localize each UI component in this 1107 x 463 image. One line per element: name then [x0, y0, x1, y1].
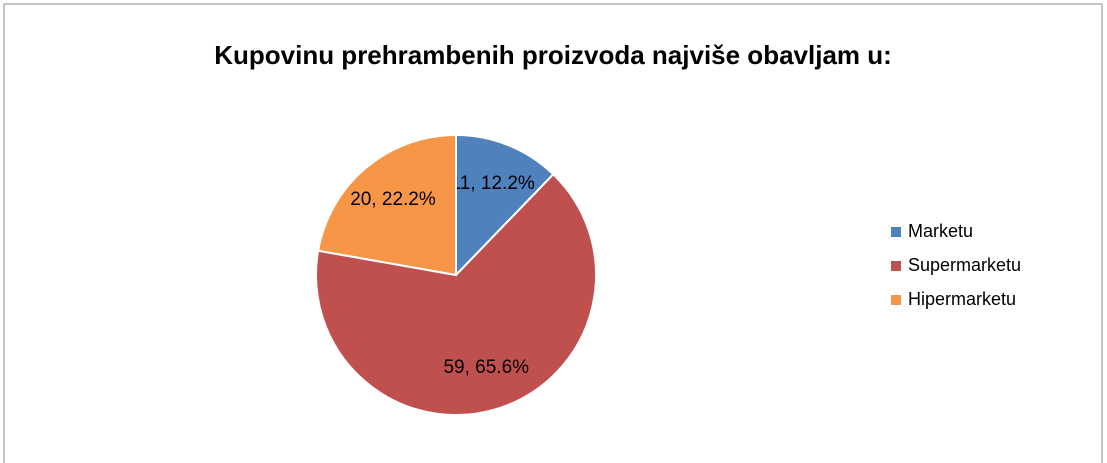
pie-slice — [455, 133, 555, 278]
pie-slice — [316, 133, 457, 277]
data-label: 20, 22.2% — [350, 189, 436, 210]
pie-slice — [315, 172, 597, 416]
legend-swatch — [891, 227, 901, 237]
legend-swatch — [891, 261, 901, 271]
chart-title: Kupovinu prehrambenih proizvoda najviše … — [214, 40, 892, 70]
legend-label: Supermarketu — [908, 255, 1021, 275]
data-label: 11, 12.2% — [451, 173, 535, 194]
legend-swatch — [891, 295, 901, 305]
legend-label: Marketu — [908, 221, 973, 241]
legend-label: Hipermarketu — [908, 289, 1016, 309]
data-label: 59, 65.6% — [443, 357, 529, 378]
